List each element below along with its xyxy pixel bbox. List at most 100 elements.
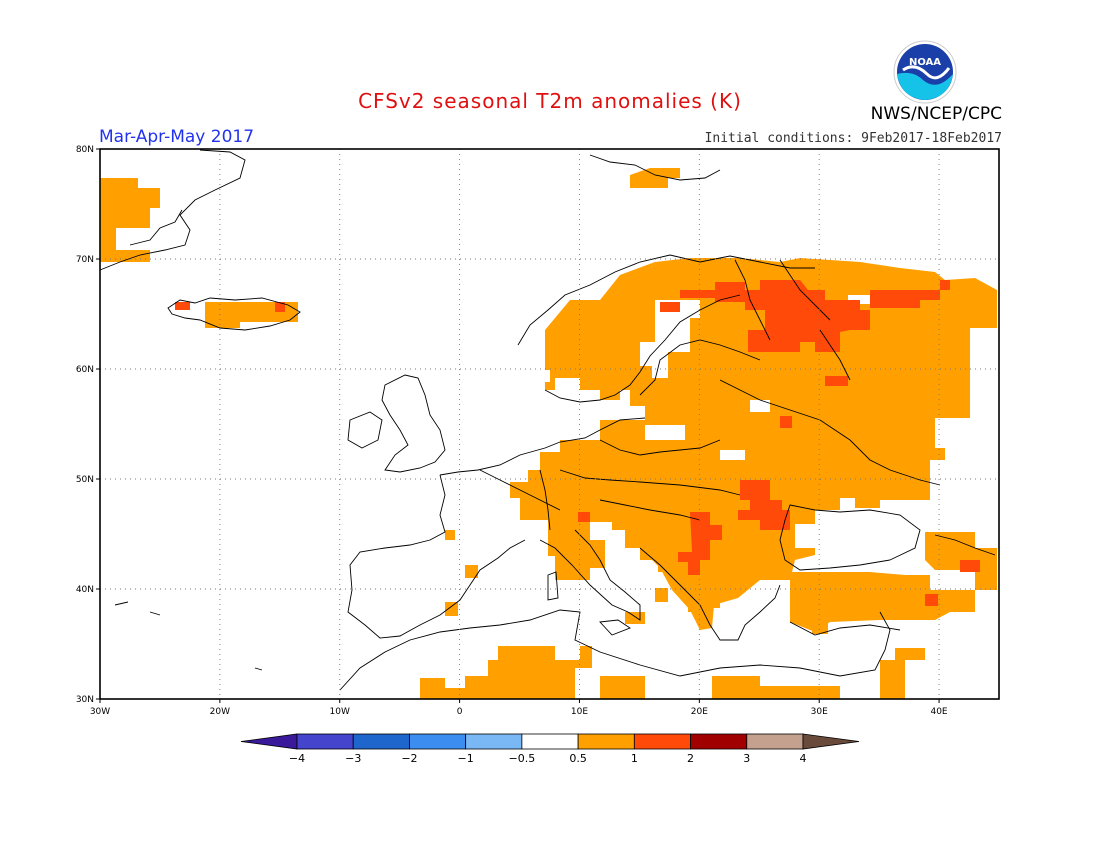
colorbar-label: −0.5 <box>509 752 536 765</box>
lat-tick-label: 70N <box>76 255 94 265</box>
colorbar-label: −2 <box>401 752 417 765</box>
coastline <box>149 611 161 616</box>
lon-tick-label: 10E <box>571 707 588 717</box>
anomaly-region-above-1k <box>275 302 285 312</box>
colorbar-swatch <box>633 733 691 750</box>
anomaly-region-above-0.5k <box>205 302 298 328</box>
coastline <box>254 667 263 671</box>
anomaly-region-above-1k <box>578 512 590 522</box>
anomaly-fill-layer <box>100 168 997 699</box>
lon-tick-label: 20E <box>691 707 708 717</box>
anomaly-region-above-1k <box>825 376 848 386</box>
anomaly-region-neutral <box>645 425 685 440</box>
anomaly-region-above-0.5k <box>420 646 592 699</box>
coastline <box>381 374 446 473</box>
lat-tick-label: 50N <box>76 475 94 485</box>
coastline <box>934 534 996 556</box>
coastline <box>599 619 631 636</box>
coastline <box>779 504 921 571</box>
anomaly-region-above-0.5k <box>790 572 975 632</box>
anomaly-region-above-1k <box>960 560 980 572</box>
initial-conditions-label: Initial conditions: 9Feb2017-18Feb2017 <box>704 131 1002 146</box>
coastline <box>129 209 183 246</box>
coastline <box>639 547 781 641</box>
lat-tick-label: 80N <box>76 145 94 155</box>
anomaly-region-above-1k <box>660 302 680 312</box>
lat-tick-label: 40N <box>76 585 94 595</box>
coastline <box>819 329 851 381</box>
season-label: Mar-Apr-May 2017 <box>99 127 255 147</box>
noaa-logo-text: NOAA <box>909 57 941 68</box>
coastline <box>347 411 383 449</box>
colorbar-label: 3 <box>743 752 750 765</box>
anomaly-region-above-0.5k <box>712 676 840 699</box>
agency-label: NWS/NCEP/CPC <box>870 104 1002 124</box>
colorbar-swatch <box>465 733 523 750</box>
anomaly-region-above-0.5k <box>465 565 478 578</box>
coastline <box>517 254 815 346</box>
colorbar-swatch <box>409 733 467 750</box>
anomaly-region-neutral <box>720 450 745 460</box>
coastline <box>539 469 551 531</box>
coastline <box>599 439 721 456</box>
colorbar-label: 0.5 <box>569 752 587 765</box>
lon-tick-label: 40E <box>930 707 947 717</box>
coastline <box>114 601 129 606</box>
anomaly-region-above-0.5k <box>640 548 815 630</box>
coastline <box>734 259 771 341</box>
anomaly-region-above-0.5k <box>100 178 160 262</box>
colorbar-arrow-low <box>240 733 298 750</box>
anomaly-region-above-0.5k <box>880 648 925 699</box>
graticule-grid <box>100 149 999 699</box>
coastline <box>639 339 761 396</box>
anomaly-region-above-1k <box>175 302 190 310</box>
lat-tick-label: 30N <box>76 695 94 705</box>
lon-tick-label: 30W <box>90 707 110 717</box>
anomaly-region-above-0.5k <box>625 612 645 624</box>
colorbar-swatch <box>296 733 354 750</box>
colorbar-label: −1 <box>458 752 474 765</box>
colorbar-label: −3 <box>345 752 361 765</box>
anomaly-region-above-1k <box>780 416 792 428</box>
coastline <box>559 469 741 496</box>
lon-tick-label: 30E <box>811 707 828 717</box>
colorbar-swatch <box>746 733 804 750</box>
anomaly-region-above-0.5k <box>600 676 645 699</box>
anomaly-region-above-0.5k <box>812 620 828 634</box>
coastline <box>547 571 559 601</box>
colorbar-swatch <box>521 733 579 750</box>
lat-tick-label: 60N <box>76 365 94 375</box>
colorbar-legend: −4 −3 −2 −1 −0.5 0.5 1 2 3 4 <box>240 733 860 765</box>
anomaly-region-above-0.5k <box>445 530 455 540</box>
coastline <box>347 474 526 639</box>
colorbar-arrow-high <box>802 733 860 750</box>
coastline <box>544 294 741 403</box>
coastline <box>539 529 641 621</box>
anomaly-region-neutral <box>535 370 550 382</box>
lon-tick-label: 10W <box>330 707 350 717</box>
colorbar-swatch <box>577 733 635 750</box>
anomaly-region-above-1k <box>940 280 950 290</box>
lon-tick-label: 0 <box>457 707 463 717</box>
colorbar-label: 1 <box>631 752 638 765</box>
coastline-layer <box>99 149 996 691</box>
colorbar-swatch <box>690 733 748 750</box>
noaa-logo-icon: NOAA <box>893 40 957 104</box>
colorbar-label: 2 <box>687 752 694 765</box>
anomaly-region-above-0.5k <box>510 258 997 612</box>
axis-ticks: 80N 70N 60N 50N 40N 30N 30W 20W 10W 0 10E 20E 30E 40E <box>76 145 948 717</box>
coastline <box>779 259 831 321</box>
anomaly-region-above-1k <box>925 594 938 606</box>
coastline <box>719 379 941 486</box>
anomaly-region-above-1k <box>738 480 790 530</box>
map-title: CFSv2 seasonal T2m anomalies (K) <box>358 89 742 113</box>
coastline <box>99 149 246 271</box>
map-frame <box>99 148 1000 700</box>
colorbar-label: −4 <box>289 752 305 765</box>
anomaly-region-above-0.5k <box>655 588 668 602</box>
colorbar-label: 4 <box>800 752 807 765</box>
coastline <box>439 417 646 476</box>
coastline <box>599 499 701 521</box>
anomaly-region-above-1k <box>870 290 940 308</box>
